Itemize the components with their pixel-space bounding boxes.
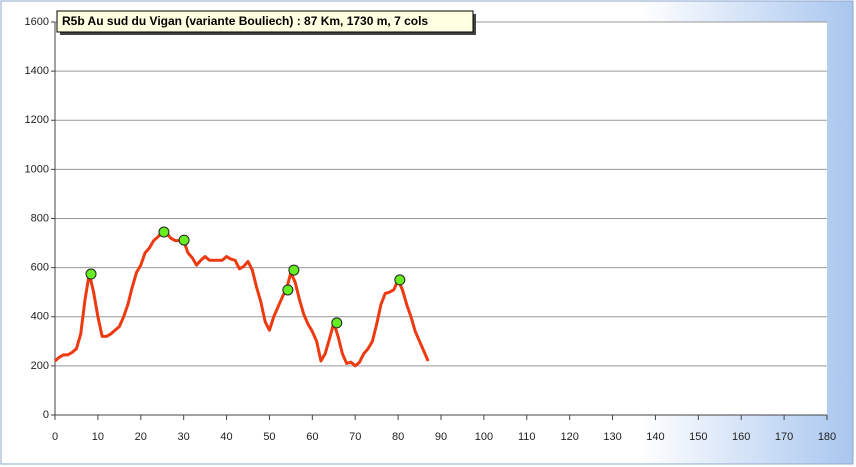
title-box [56, 10, 474, 33]
x-tick-label: 0 [52, 431, 58, 443]
x-tick-label: 80 [392, 431, 404, 443]
x-tick-label: 20 [135, 431, 147, 443]
x-tick-label: 160 [732, 431, 750, 443]
y-tick-label: 1400 [25, 65, 49, 77]
col-marker [178, 234, 190, 246]
y-tick-label: 0 [43, 409, 49, 421]
x-tick-label: 150 [689, 431, 707, 443]
y-tick-label: 800 [31, 212, 49, 224]
x-tick-label: 100 [475, 431, 493, 443]
x-tick-label: 130 [603, 431, 621, 443]
x-tick-label: 110 [518, 431, 536, 443]
x-tick-label: 140 [646, 431, 664, 443]
x-tick-label: 170 [775, 431, 793, 443]
col-marker [85, 268, 97, 280]
col-marker [394, 274, 406, 286]
x-tick-label: 70 [349, 431, 361, 443]
x-tick-label: 90 [435, 431, 447, 443]
y-tick-label: 200 [31, 360, 49, 372]
y-tick-label: 1600 [25, 16, 49, 28]
col-marker [158, 226, 170, 238]
col-marker [282, 284, 294, 296]
x-tick-label: 10 [92, 431, 104, 443]
x-tick-label: 120 [560, 431, 578, 443]
y-tick-label: 1000 [25, 163, 49, 175]
x-tick-label: 60 [306, 431, 318, 443]
col-marker [288, 264, 300, 276]
x-tick-label: 30 [178, 431, 190, 443]
x-tick-label: 50 [263, 431, 275, 443]
y-tick-label: 1200 [25, 114, 49, 126]
y-tick-label: 600 [31, 262, 49, 274]
x-tick-label: 180 [818, 431, 836, 443]
col-marker [331, 317, 343, 329]
y-tick-label: 400 [31, 311, 49, 323]
x-tick-label: 40 [220, 431, 232, 443]
chart-title: R5b Au sud du Vigan (variante Bouliech) … [62, 14, 428, 28]
elevation-line [54, 230, 430, 368]
